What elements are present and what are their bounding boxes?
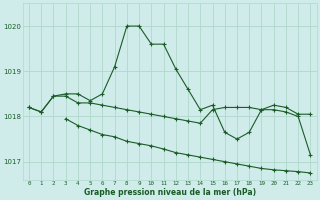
X-axis label: Graphe pression niveau de la mer (hPa): Graphe pression niveau de la mer (hPa): [84, 188, 256, 197]
